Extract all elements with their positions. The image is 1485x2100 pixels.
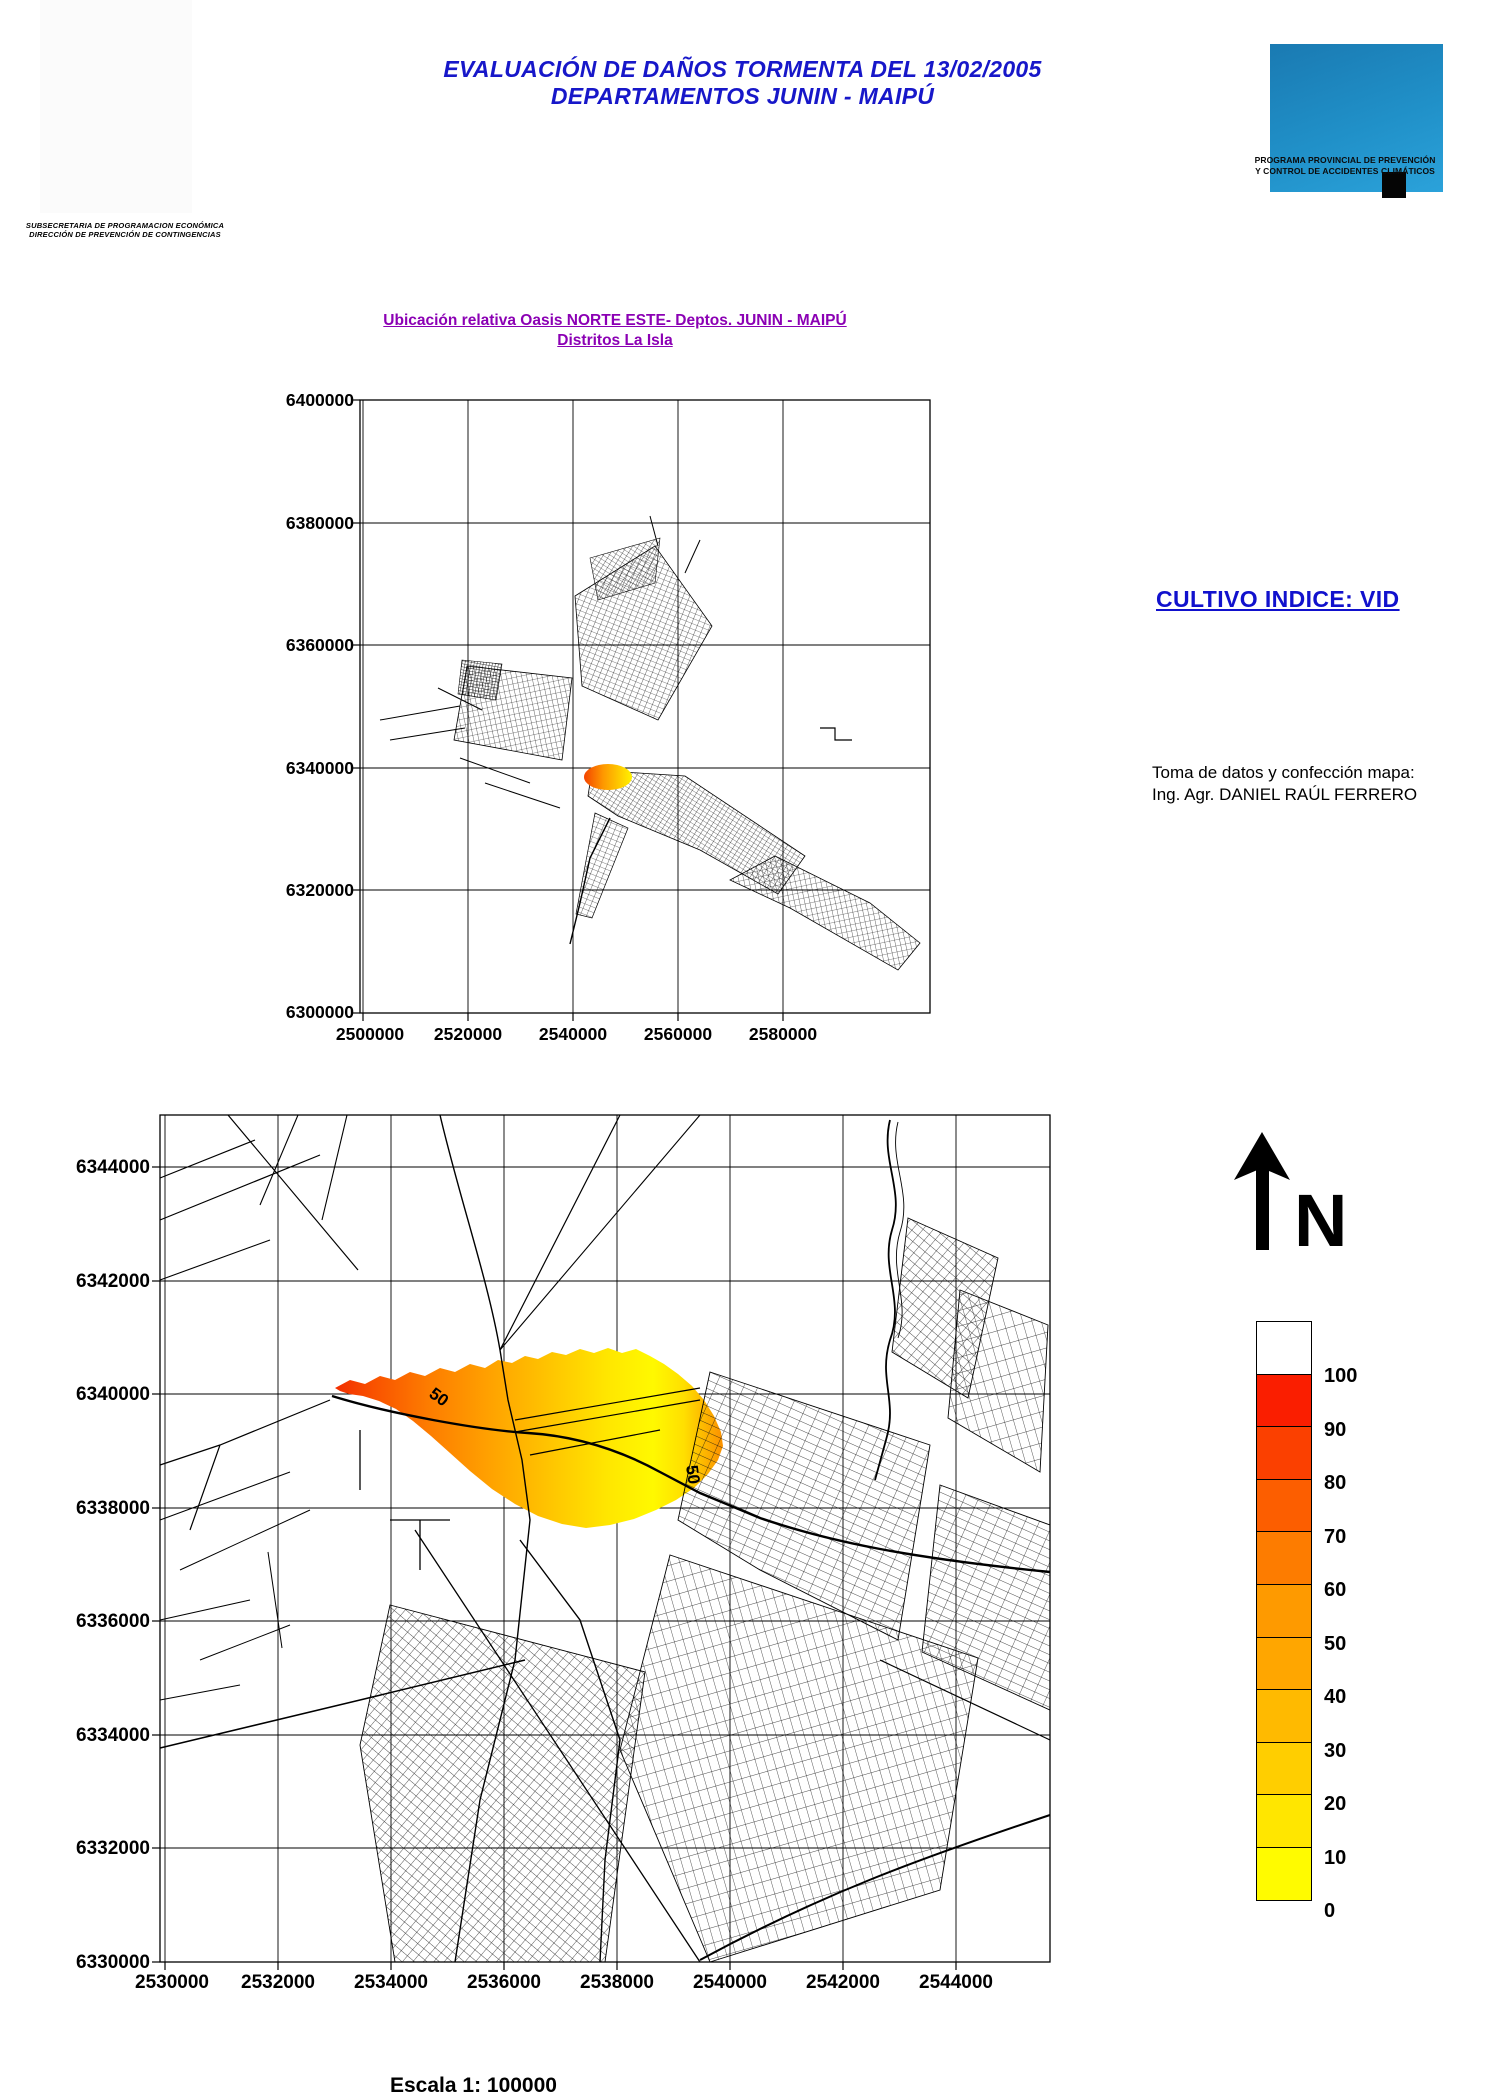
page-title: EVALUACIÓN DE DAÑOS TORMENTA DEL 13/02/2…	[0, 56, 1485, 110]
legend-label: 20	[1324, 1793, 1347, 1815]
logo-caption-line1: PROGRAMA PROVINCIAL DE PREVENCIÓN	[1254, 155, 1436, 165]
detail-x-tick: 2544000	[919, 1972, 993, 1993]
detail-x-tick: 2538000	[580, 1972, 654, 1993]
page-title-line2: DEPARTAMENTOS JUNIN - MAIPÚ	[550, 83, 935, 109]
legend-cell	[1256, 1531, 1312, 1585]
corner-shade	[40, 0, 192, 213]
logo-caption: PROGRAMA PROVINCIAL DE PREVENCIÓN Y CONT…	[1238, 155, 1452, 177]
organization-line1: SUBSECRETARIA DE PROGRAMACION ECONÓMICA	[25, 221, 225, 230]
overview-x-tick: 2560000	[644, 1024, 712, 1044]
legend-cell	[1256, 1689, 1312, 1743]
page-title-line1: EVALUACIÓN DE DAÑOS TORMENTA DEL 13/02/2…	[443, 56, 1042, 82]
overview-x-tick: 2520000	[434, 1024, 502, 1044]
overview-map-frame	[359, 399, 931, 1014]
legend-cell	[1256, 1321, 1312, 1375]
legend-label: 80	[1324, 1472, 1347, 1494]
north-arrow-head	[1234, 1132, 1290, 1180]
logo-notch	[1382, 172, 1406, 198]
detail-y-tick: 6330000	[76, 1952, 150, 1973]
organization-line2: DIRECCIÓN DE PREVENCIÓN DE CONTINGENCIAS	[29, 230, 221, 239]
legend-label: 40	[1324, 1686, 1347, 1708]
credit-line2: Ing. Agr. DANIEL RAÚL FERRERO	[1152, 785, 1418, 804]
detail-x-tick: 2534000	[354, 1972, 428, 1993]
overview-axis-ticks	[352, 399, 784, 1021]
legend-label: 70	[1324, 1526, 1347, 1548]
legend-cell	[1256, 1794, 1312, 1848]
legend-label: 10	[1324, 1847, 1347, 1869]
logo-caption-line2: Y CONTROL DE ACCIDENTES CLIMÁTICOS	[1255, 166, 1435, 176]
overview-road-network	[379, 515, 921, 971]
detail-y-tick: 6334000	[76, 1725, 150, 1746]
legend-cell	[1256, 1636, 1312, 1691]
river-channel	[874, 1119, 897, 1481]
legend-cell	[1256, 1478, 1312, 1533]
overview-y-tick: 6360000	[286, 635, 354, 655]
overview-map-figure: 6400000 6380000 6360000 6340000 6320000 …	[286, 390, 931, 1044]
overview-y-tick: 6320000	[286, 880, 354, 900]
overview-subtitle-line2: Distritos La Isla	[557, 332, 673, 349]
detail-y-tick: 6342000	[76, 1271, 150, 1292]
detail-map-figure: 50 50 6344000 6342000 6340000 6338000 63…	[76, 1114, 1051, 1993]
detail-road-network	[159, 1114, 1051, 1963]
legend-label: 30	[1324, 1740, 1347, 1762]
legend-label: 60	[1324, 1579, 1347, 1601]
legend-cell	[1256, 1741, 1312, 1796]
detail-cadastral-regions	[359, 1217, 1051, 1963]
north-arrow-stem	[1256, 1164, 1269, 1250]
detail-y-tick: 6336000	[76, 1611, 150, 1632]
overview-axis-labels: 6400000 6380000 6360000 6340000 6320000 …	[286, 390, 817, 1044]
detail-x-tick: 2540000	[693, 1972, 767, 1993]
overview-x-tick: 2580000	[749, 1024, 817, 1044]
detail-y-tick: 6340000	[76, 1384, 150, 1405]
legend-cell	[1256, 1373, 1312, 1428]
overview-map-subtitle: Ubicación relativa Oasis NORTE ESTE- Dep…	[230, 311, 1000, 351]
damage-scale-legend: 100 90 80 70 60 50 40 30 20 10 0	[1256, 1321, 1396, 1922]
damage-area-polygon	[335, 1348, 723, 1528]
organization-block: SUBSECRETARIA DE PROGRAMACION ECONÓMICA …	[0, 221, 250, 239]
legend-label: 50	[1324, 1633, 1347, 1655]
overview-damage-area	[584, 764, 632, 790]
crop-index-heading: CULTIVO INDICE: VID	[1156, 586, 1400, 612]
detail-x-tick: 2542000	[806, 1972, 880, 1993]
detail-x-tick: 2536000	[467, 1972, 541, 1993]
legend-cell	[1256, 1426, 1312, 1480]
detail-y-tick: 6338000	[76, 1498, 150, 1519]
detail-x-tick: 2532000	[241, 1972, 315, 1993]
north-label: N	[1294, 1179, 1347, 1253]
north-arrow: N	[1234, 1132, 1347, 1253]
program-logo	[1270, 44, 1443, 192]
legend-cell	[1256, 1583, 1312, 1638]
detail-axis-labels: 6344000 6342000 6340000 6338000 6336000 …	[76, 1157, 993, 1993]
detail-y-tick: 6332000	[76, 1838, 150, 1859]
scale-label: Escala 1: 100000	[390, 2074, 557, 2097]
overview-y-tick: 6300000	[286, 1002, 354, 1022]
detail-map-frame	[159, 1114, 1051, 1963]
overview-y-tick: 6340000	[286, 758, 354, 778]
legend-cell	[1256, 1846, 1312, 1901]
legend-label: 100	[1324, 1365, 1358, 1387]
credit-block: Toma de datos y confección mapa: Ing. Ag…	[1152, 762, 1417, 806]
legend-label: 0	[1324, 1900, 1336, 1922]
detail-axis-ticks	[152, 1166, 957, 1970]
overview-x-tick: 2540000	[539, 1024, 607, 1044]
overview-subtitle-line1: Ubicación relativa Oasis NORTE ESTE- Dep…	[383, 312, 847, 329]
legend-label: 90	[1324, 1419, 1347, 1441]
detail-x-tick: 2530000	[135, 1972, 209, 1993]
overview-y-tick: 6400000	[286, 390, 354, 410]
credit-line1: Toma de datos y confección mapa:	[1152, 763, 1415, 782]
contour-road-50	[331, 1394, 1051, 1574]
overview-y-tick: 6380000	[286, 513, 354, 533]
overview-x-tick: 2500000	[336, 1024, 404, 1044]
contour-label-right: 50	[682, 1464, 703, 1485]
detail-y-tick: 6344000	[76, 1157, 150, 1178]
